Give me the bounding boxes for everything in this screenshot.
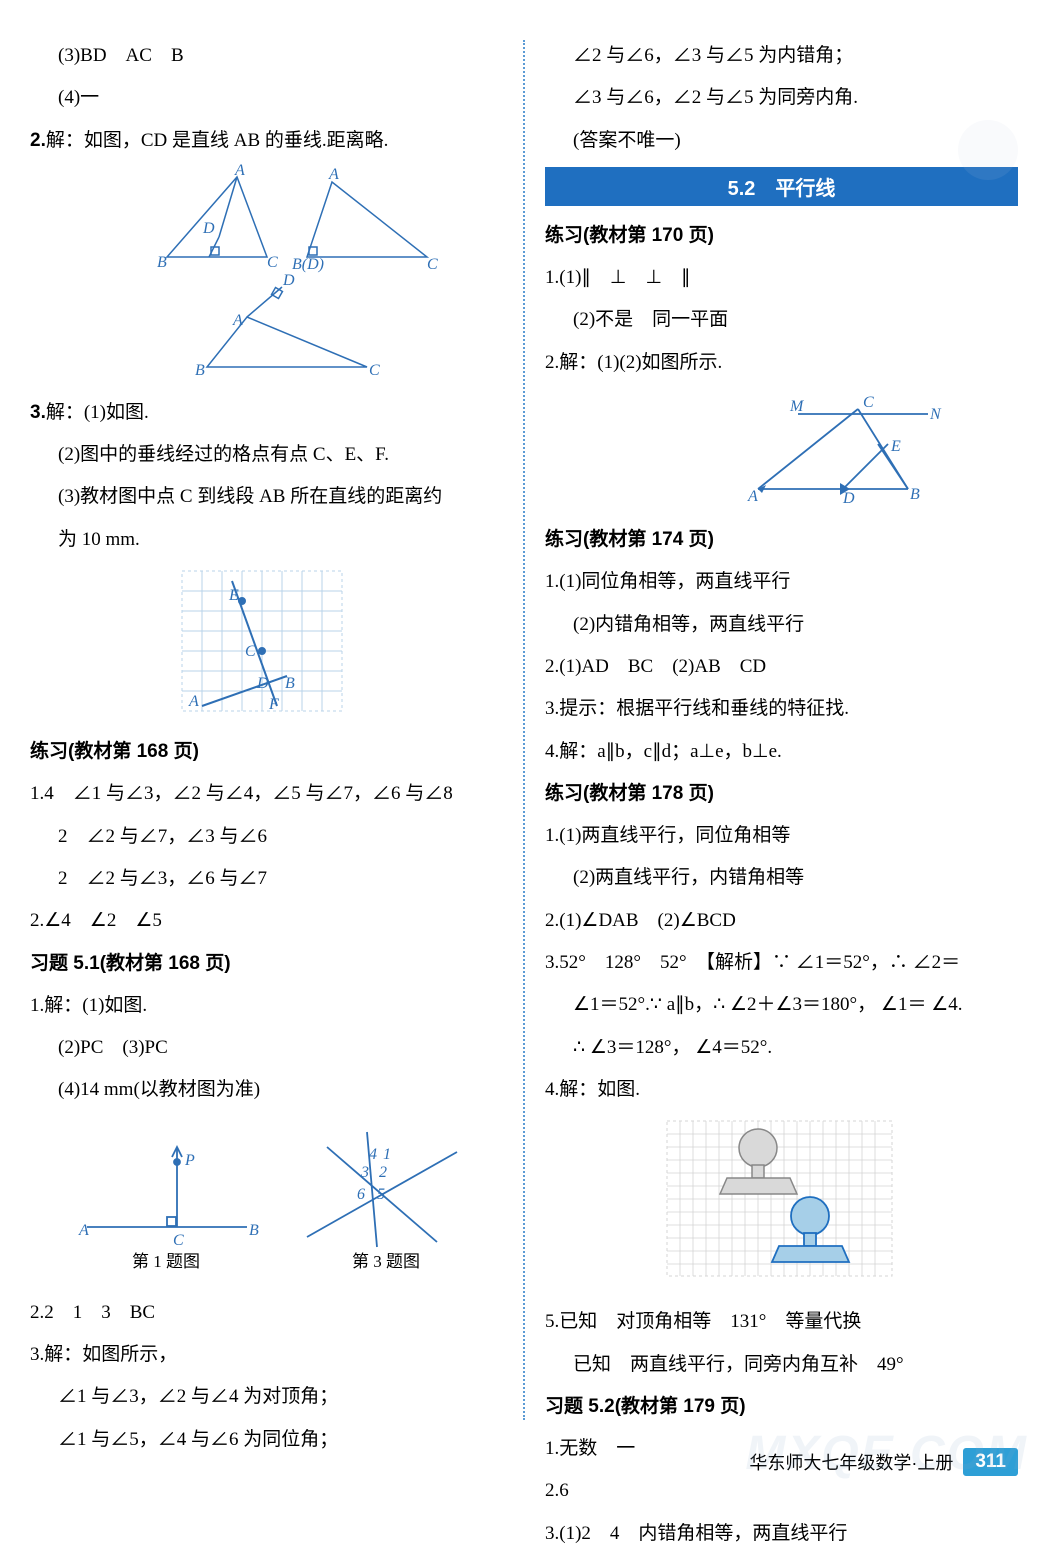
fig1-B: B (249, 1222, 259, 1239)
right-column: ∠2 与∠6，∠3 与∠5 为内错角； ∠3 与∠6，∠2 与∠5 为同旁内角.… (545, 40, 1018, 1420)
ex178-3a: 3.52° 128° 52° 【解析】∵ ∠1＝52°，∴ ∠2＝ (545, 947, 1018, 979)
fig1-P: P (184, 1152, 195, 1169)
grid-diagram-2 (545, 1116, 1018, 1292)
column-divider (523, 40, 525, 1420)
fig3-6: 6 (357, 1186, 365, 1203)
ex178-3c: ∴ ∠3＝128°， ∠4＝52°. (545, 1032, 1018, 1064)
xt51-title: 习题 5.1(教材第 168 页) (30, 948, 503, 980)
ex174-2: 2.(1)AD BC (2)AB CD (545, 651, 1018, 683)
grid-diagram-1: E C D B A F (30, 566, 503, 722)
ex178-5a: 5.已知 对顶角相等 131° 等量代换 (545, 1306, 1018, 1338)
tri3-C: C (369, 362, 380, 379)
xt52-2: 2.6 (545, 1475, 1018, 1507)
ex178-title: 练习(教材第 178 页) (545, 778, 1018, 810)
fig1-A: A (78, 1222, 89, 1239)
ex170-1b: (2)不是 同一平面 (545, 304, 1018, 336)
grid1-C: C (245, 643, 256, 660)
xt51-1a: 1.解：(1)如图. (30, 990, 503, 1022)
xt52-title: 习题 5.2(教材第 179 页) (545, 1391, 1018, 1423)
ex174-3: 3.提示：根据平行线和垂线的特征找. (545, 693, 1018, 725)
fig1-cap: 第 1 题图 (132, 1252, 200, 1271)
r2: ∠3 与∠6，∠2 与∠5 为同旁内角. (545, 82, 1018, 114)
page-footer: 华东师大七年级数学·上册 311 (749, 1448, 1018, 1476)
ex178-1b: (2)两直线平行，内错角相等 (545, 862, 1018, 894)
xt51-2: 2.2 1 3 BC (30, 1297, 503, 1329)
q2-text: 解：如图，CD 是直线 AB 的垂线.距离略. (46, 130, 389, 151)
ex178-4: 4.解：如图. (545, 1074, 1018, 1106)
fig3-cap: 第 3 题图 (352, 1252, 420, 1271)
fig3-4: 4 (369, 1146, 377, 1163)
page-number-badge: 311 (963, 1448, 1018, 1476)
left-q2: 2.解：如图，CD 是直线 AB 的垂线.距离略. (30, 125, 503, 157)
tri2-BD: B(D) (292, 256, 324, 273)
ex174-1a: 1.(1)同位角相等，两直线平行 (545, 566, 1018, 598)
para-D: D (842, 490, 855, 507)
q3-head: 3.3.解：(1)如图.解：(1)如图. (30, 397, 503, 429)
fig3-5: 5 (377, 1186, 385, 1203)
ex170-1a: 1.(1)∥ ⊥ ⊥ ∥ (545, 262, 1018, 294)
tri3-A: A (232, 312, 243, 329)
q2-num: 2. (30, 130, 46, 151)
xt51-1c: (4)14 mm(以教材图为准) (30, 1074, 503, 1106)
para-A: A (747, 488, 758, 505)
xt51-3c: ∠1 与∠5，∠4 与∠6 为同位角； (30, 1424, 503, 1456)
r3: (答案不唯一) (545, 125, 1018, 157)
left-line-1: (3)BD AC B (30, 40, 503, 72)
grid1-B: B (285, 675, 295, 692)
ex178-1a: 1.(1)两直线平行，同位角相等 (545, 820, 1018, 852)
xt51-1b: (2)PC (3)PC (30, 1032, 503, 1064)
tri1-C: C (267, 254, 278, 271)
grid1-A: A (188, 693, 199, 710)
tri2-A: A (328, 166, 339, 183)
tri3-B: B (195, 362, 205, 379)
tri3-D: D (282, 272, 295, 289)
ex168-1c: 2 ∠2 与∠3，∠6 与∠7 (30, 863, 503, 895)
para-E: E (890, 438, 901, 455)
grid1-E: E (228, 587, 239, 604)
ex168-1b: 2 ∠2 与∠7，∠3 与∠6 (30, 821, 503, 853)
tri1-D: D (202, 220, 215, 237)
tri1-A: A (234, 162, 245, 179)
two-column-layout: (3)BD AC B (4)一 2.解：如图，CD 是直线 AB 的垂线.距离略… (30, 40, 1018, 1420)
para-B: B (910, 486, 920, 503)
ex168-2: 2.∠4 ∠2 ∠5 (30, 905, 503, 937)
section-5-2: 5.2 平行线 (545, 167, 1018, 206)
para-C: C (863, 394, 874, 411)
fig3-1: 1 (383, 1146, 391, 1163)
footer-text: 华东师大七年级数学·上册 (749, 1449, 953, 1475)
parallelogram-diagram: M C N E A B D (545, 389, 1018, 510)
ex178-5b: 已知 两直线平行，同旁内角互补 49° (545, 1349, 1018, 1381)
figs-1-3: P A B C 第 1 题图 4 1 3 2 6 5 第 3 题图 (30, 1117, 503, 1283)
grid1-F: F (268, 696, 279, 713)
xt52-3: 3.(1)2 4 内错角相等，两直线平行 (545, 1518, 1018, 1550)
xt51-3a: 3.解：如图所示， (30, 1339, 503, 1371)
q3-2: (2)图中的垂线经过的格点有点 C、E、F. (30, 439, 503, 471)
r1: ∠2 与∠6，∠3 与∠5 为内错角； (545, 40, 1018, 72)
ex178-2: 2.(1)∠DAB (2)∠BCD (545, 905, 1018, 937)
fig1-C: C (173, 1232, 184, 1249)
ex178-3b: ∠1＝52°.∵ a∥b，∴ ∠2＋∠3＝180°， ∠1＝ ∠4. (545, 989, 1018, 1021)
para-M: M (789, 398, 805, 415)
ex170-title: 练习(教材第 170 页) (545, 220, 1018, 252)
ex174-title: 练习(教材第 174 页) (545, 524, 1018, 556)
xt51-3b: ∠1 与∠3，∠2 与∠4 为对顶角； (30, 1381, 503, 1413)
left-line-2: (4)一 (30, 82, 503, 114)
tri1-B: B (157, 254, 167, 271)
grid1-D: D (256, 675, 269, 692)
fig3-3: 3 (360, 1164, 369, 1181)
tri2-C: C (427, 256, 438, 273)
para-N: N (929, 406, 942, 423)
left-column: (3)BD AC B (4)一 2.解：如图，CD 是直线 AB 的垂线.距离略… (30, 40, 503, 1420)
fig3-2: 2 (379, 1164, 387, 1181)
q3-3a: (3)教材图中点 C 到线段 AB 所在直线的距离约 (30, 481, 503, 513)
ex168-title: 练习(教材第 168 页) (30, 736, 503, 768)
ex174-4: 4.解：a∥b，c∥d；a⊥e，b⊥e. (545, 736, 1018, 768)
triangles-diagram: A B C D A B(D) C D A (30, 167, 503, 383)
ex168-1a: 1.4 ∠1 与∠3，∠2 与∠4，∠5 与∠7，∠6 与∠8 (30, 778, 503, 810)
q3-3b: 为 10 mm. (30, 524, 503, 556)
ex170-2: 2.解：(1)(2)如图所示. (545, 347, 1018, 379)
ex174-1b: (2)内错角相等，两直线平行 (545, 609, 1018, 641)
